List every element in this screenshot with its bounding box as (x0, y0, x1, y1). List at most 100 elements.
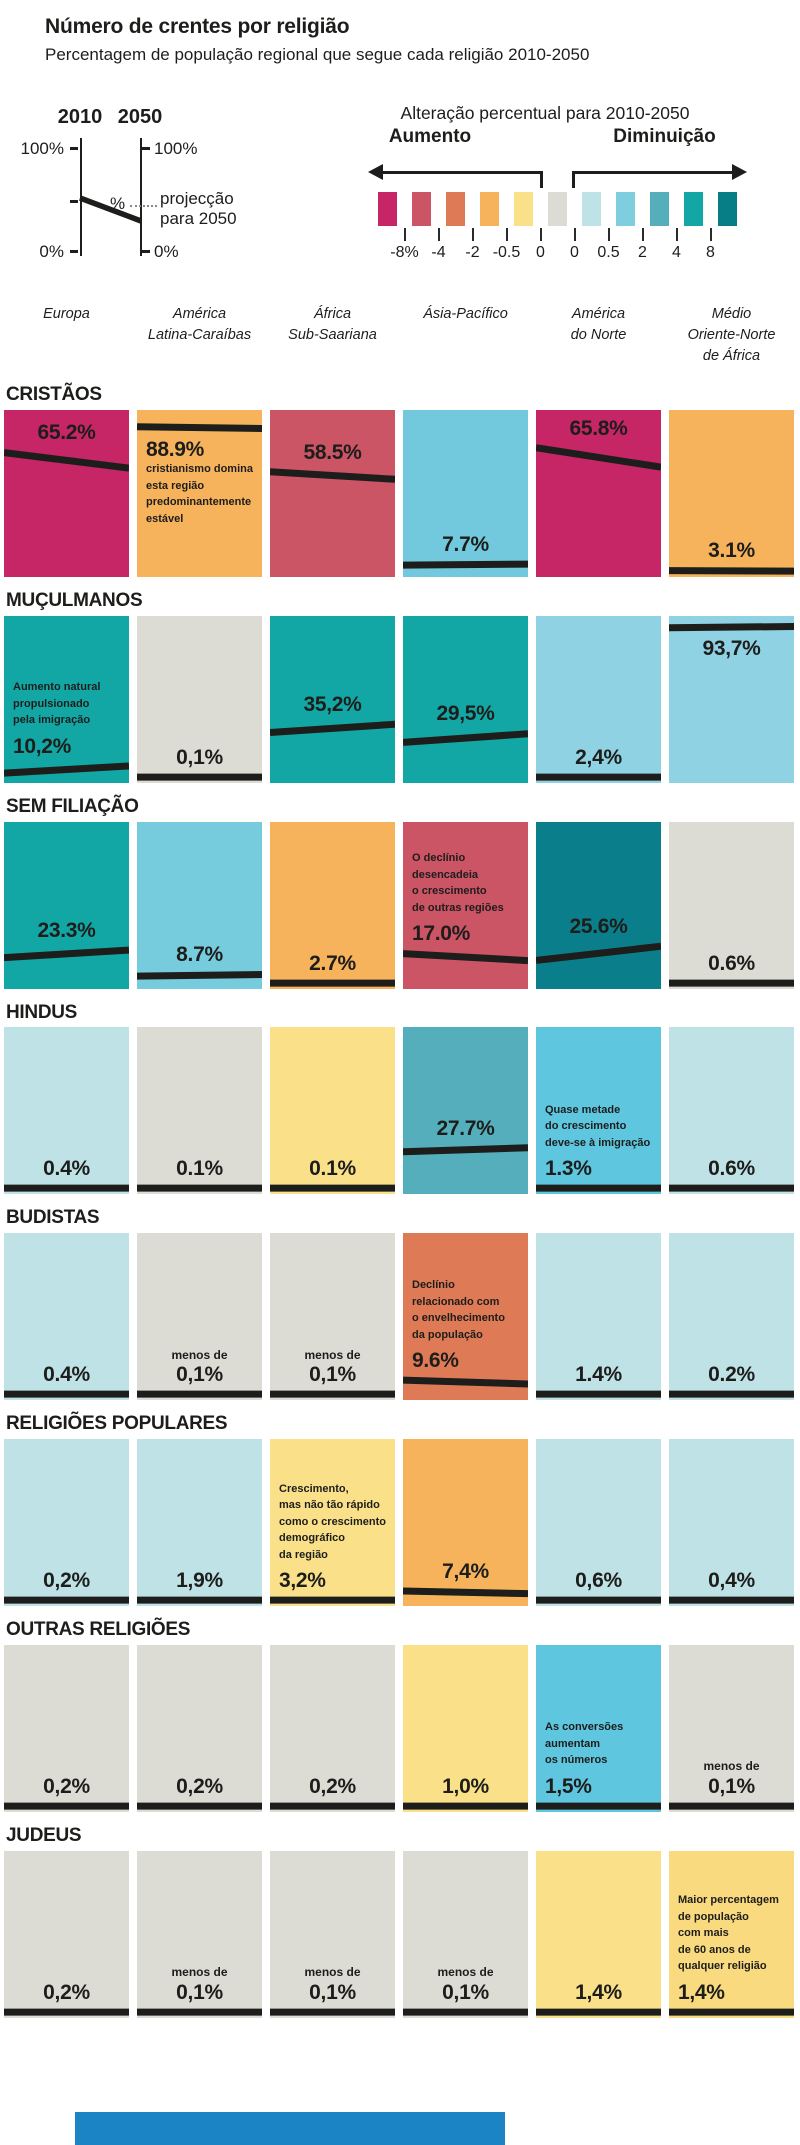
region-cell: 0.6% (669, 1027, 794, 1195)
region-cell: 35,2% (270, 615, 395, 783)
trend-line (669, 622, 794, 631)
cell-value: 65.8% (569, 416, 628, 440)
cell-note: Quase metade do crescimento deve-se à im… (545, 1103, 651, 1149)
scale-swatch (446, 192, 465, 226)
cell-less-than: menos de (304, 1347, 361, 1362)
cell-value: 23.3% (37, 918, 96, 942)
key-label-100-left: 100% (20, 139, 64, 158)
scale-swatch (548, 192, 567, 226)
key-year-2050: 2050 (117, 106, 163, 128)
region-cell: 65.2% (4, 409, 129, 577)
region-cell: 1.4% (536, 1233, 661, 1401)
key-tick (70, 250, 78, 253)
cell-note: cristianismo domina esta região predomin… (146, 463, 253, 525)
cell-value: 0,1% (442, 1980, 489, 2004)
trend-line (4, 2008, 129, 2016)
key-label-100-right: 100% (154, 139, 198, 158)
trend-line (536, 1185, 661, 1193)
cell-content: menos de 0,1% (675, 1759, 788, 1798)
cell-content: 23.3% (10, 919, 123, 942)
religion-row: HINDUS 0.4% 0.1% 0.1% 27.7% Quase metade do c… (4, 1002, 796, 1195)
trend-line (403, 1587, 528, 1598)
cell-value: 3,2% (279, 1569, 326, 1593)
cell-value: 7,4% (442, 1559, 489, 1583)
trend-line (270, 1185, 395, 1193)
region-cell: Aumento natural propulsionado pela imigr… (4, 615, 129, 783)
cell-value: 88.9% (146, 438, 205, 462)
cell-content: O declínio desencadeia o crescimento de … (412, 850, 524, 945)
key-tick (70, 200, 78, 203)
key-year-2010: 2010 (57, 106, 103, 128)
trend-line (137, 1802, 262, 1810)
cell-note: Maior percentagem de população com mais … (678, 1894, 779, 1973)
trend-line (4, 448, 129, 472)
cell-value: 0.4% (43, 1363, 90, 1387)
scale-tick-label: -0.5 (492, 244, 521, 261)
region-cell: Crescimento, mas não tão rápido como o c… (270, 1439, 395, 1607)
row-cells: Aumento natural propulsionado pela imigr… (4, 615, 796, 783)
trend-line (137, 1390, 262, 1398)
trend-line (403, 560, 528, 569)
trend-line (536, 1802, 661, 1810)
cell-value: 0.6% (708, 951, 755, 975)
cell-content: 0.1% (143, 1157, 256, 1180)
religion-grid: CRISTÃOS 65.2% 88.9% cristianismo domina es… (4, 384, 796, 2031)
trend-line (403, 1144, 528, 1156)
cell-value: 0,2% (43, 1980, 90, 2004)
trend-line (669, 1185, 794, 1193)
region-cell: Quase metade do crescimento deve-se à im… (536, 1027, 661, 1195)
religion-row: MUÇULMANOS Aumento natural propulsionado … (4, 590, 796, 783)
scale-tick-label: 0 (536, 244, 545, 261)
key-dotted-leader (130, 205, 157, 207)
religion-label: HINDUS (6, 1001, 78, 1023)
cell-content: 2,4% (542, 746, 655, 769)
cell-content: As conversões aumentam os números 1,5% (545, 1719, 657, 1798)
cell-content: 0,2% (10, 1775, 123, 1798)
cell-value: 3.1% (708, 539, 755, 563)
cell-content: 1,0% (409, 1775, 522, 1798)
left-arrow-icon (368, 164, 383, 180)
scale-tick (607, 228, 610, 241)
religion-label: BUDISTAS (6, 1207, 100, 1229)
trend-line (536, 942, 661, 964)
key-label-0-right: 0% (154, 242, 179, 261)
cell-value: 0,1% (176, 1363, 223, 1387)
trend-line (669, 566, 794, 575)
scale-tick (709, 228, 712, 241)
scale-tick (641, 228, 644, 241)
region-cell: 0,2% (270, 1644, 395, 1812)
row-cells: 0,2% menos de 0,1% menos de 0,1% menos de 0,1%… (4, 1850, 796, 2018)
scale-swatch (684, 192, 703, 226)
trend-line (4, 1596, 129, 1604)
key-label-0-left: 0% (39, 242, 64, 261)
column-header: América do Norte (570, 306, 627, 344)
column-header: Médio Oriente-Norte de África (687, 306, 776, 365)
scale-tick (471, 228, 474, 241)
cell-value: 1.3% (545, 1157, 592, 1181)
trend-line (4, 762, 129, 777)
trend-line (137, 970, 262, 980)
trend-line (403, 2008, 528, 2016)
cell-content: 0.6% (675, 1157, 788, 1180)
trend-line (669, 979, 794, 987)
right-arrow-icon (732, 164, 747, 180)
scale-tick-label: 2 (638, 244, 647, 261)
region-cell: 88.9% cristianismo domina esta região pre… (137, 409, 262, 577)
cell-note: Declínio relacionado com o envelheciment… (412, 1279, 505, 1341)
scale-tick (675, 228, 678, 241)
cell-value: 0.4% (43, 1157, 90, 1181)
row-cells: 0,2% 1,9% Crescimento, mas não tão rápido … (4, 1439, 796, 1607)
cell-content: Maior percentagem de população com mais … (678, 1892, 790, 2004)
key-slope-line (79, 195, 142, 224)
cell-value: 8.7% (176, 942, 223, 966)
column-header: África Sub-Saariana (288, 306, 377, 344)
decrease-arrow-bracket (572, 171, 575, 188)
scale-swatch (378, 192, 397, 226)
scale-swatch (718, 192, 737, 226)
religion-row: CRISTÃOS 65.2% 88.9% cristianismo domina es… (4, 384, 796, 577)
scale-title: Alteração percentual para 2010-2050 (400, 103, 690, 123)
key-tick (70, 147, 78, 150)
cell-value: 0.2% (708, 1363, 755, 1387)
religion-row: SEM FILIAÇÃO 23.3% 8.7% 2.7% O declínio dese… (4, 796, 796, 989)
cell-content: 0.6% (675, 952, 788, 975)
